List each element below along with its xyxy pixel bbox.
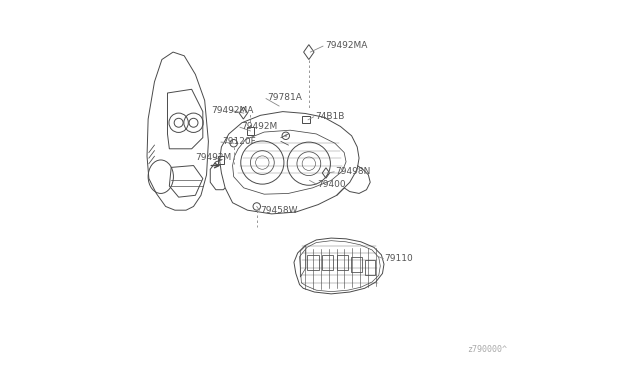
- Text: 79498N: 79498N: [335, 167, 371, 176]
- Text: 79781A: 79781A: [267, 93, 302, 102]
- Bar: [247, 127, 254, 135]
- Text: 79400: 79400: [317, 180, 346, 189]
- Text: 79110: 79110: [384, 254, 413, 263]
- Bar: [337, 255, 348, 270]
- Text: 74B1B: 74B1B: [316, 112, 345, 121]
- Text: 79120F: 79120F: [222, 137, 256, 146]
- Bar: [365, 260, 375, 275]
- Text: 79492M: 79492M: [195, 153, 232, 162]
- Text: 79458W: 79458W: [260, 206, 298, 215]
- Text: 79492MA: 79492MA: [211, 106, 253, 115]
- Bar: [302, 116, 310, 123]
- Text: 79492M: 79492M: [241, 122, 277, 131]
- Text: 79492MA: 79492MA: [325, 41, 367, 50]
- Bar: [218, 156, 225, 164]
- Text: z790000^: z790000^: [467, 345, 507, 354]
- Bar: [322, 255, 333, 270]
- Bar: [351, 257, 362, 272]
- Bar: [307, 255, 319, 270]
